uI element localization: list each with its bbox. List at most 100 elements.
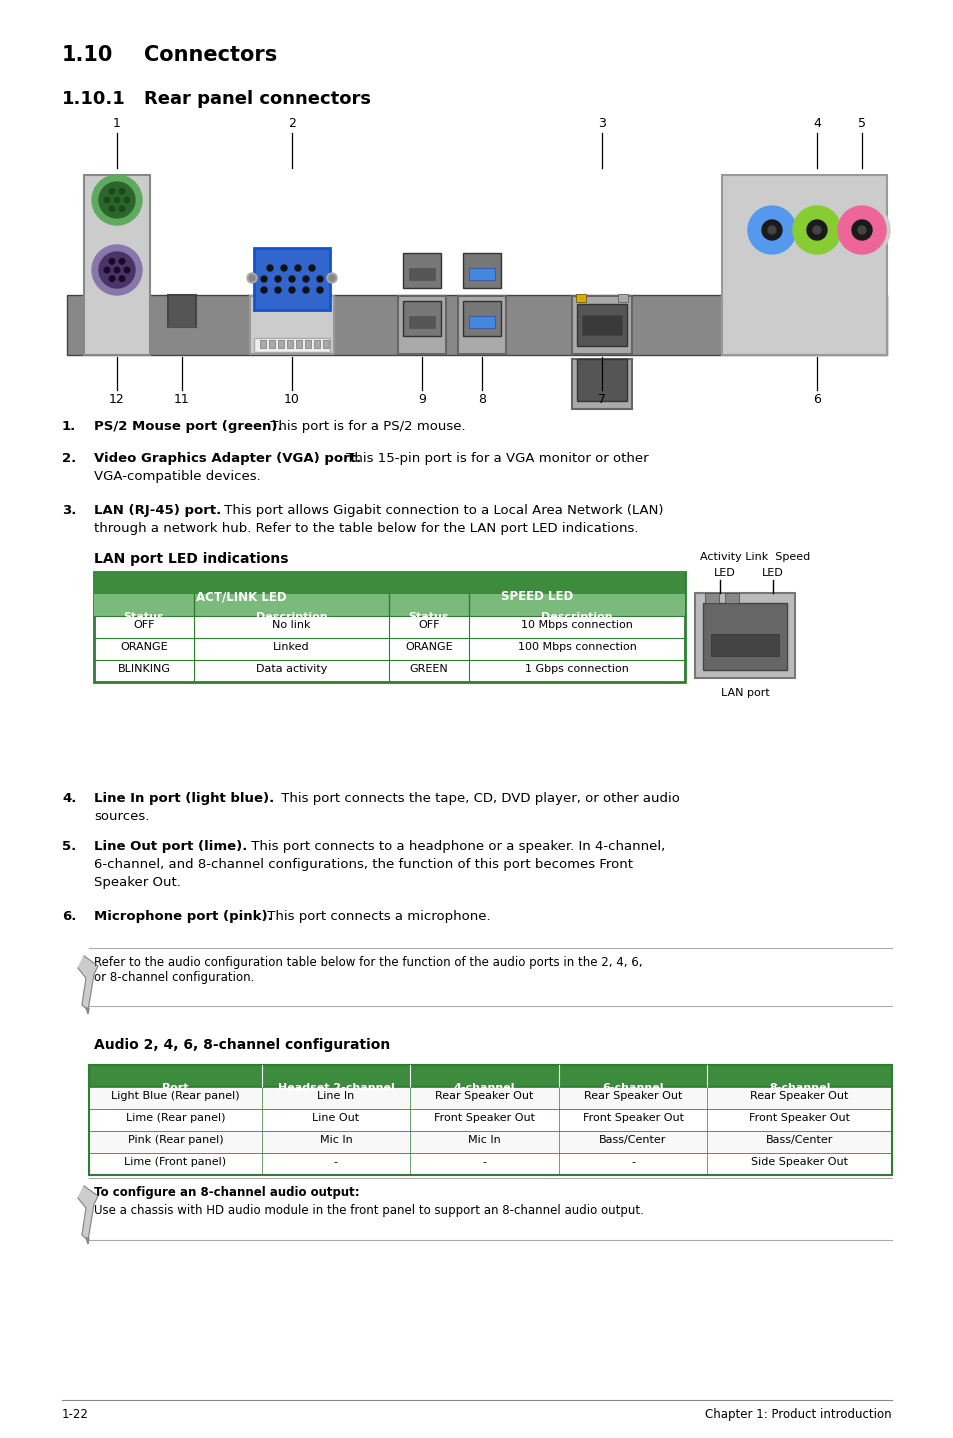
- Polygon shape: [78, 956, 98, 1009]
- Text: Linked: Linked: [273, 641, 310, 651]
- Bar: [710, 634, 779, 656]
- Circle shape: [109, 276, 114, 282]
- Text: 10: 10: [284, 393, 299, 406]
- Text: Mic In: Mic In: [319, 1135, 352, 1145]
- Text: 2.: 2.: [62, 452, 76, 464]
- Bar: [724, 592, 739, 603]
- Text: Mic In: Mic In: [468, 1135, 500, 1145]
- Text: OFF: OFF: [417, 620, 439, 630]
- Bar: [704, 592, 719, 603]
- Text: 6.: 6.: [62, 910, 76, 923]
- Bar: [89, 1066, 891, 1175]
- Bar: [576, 293, 585, 302]
- Text: Front Speaker Out: Front Speaker Out: [748, 1113, 849, 1123]
- Text: GREEN: GREEN: [409, 664, 448, 674]
- Bar: [618, 293, 627, 302]
- Bar: [250, 296, 334, 354]
- Bar: [89, 1109, 891, 1132]
- Text: Port: Port: [162, 1083, 189, 1093]
- Text: LAN port LED indications: LAN port LED indications: [94, 552, 288, 567]
- Text: Refer to the audio configuration table below for the function of the audio ports: Refer to the audio configuration table b…: [94, 956, 641, 984]
- Bar: [457, 296, 505, 354]
- Circle shape: [261, 288, 267, 293]
- Text: 4.: 4.: [62, 792, 76, 805]
- Text: 10 Mbps connection: 10 Mbps connection: [520, 620, 632, 630]
- Text: This port is for a PS/2 mouse.: This port is for a PS/2 mouse.: [266, 420, 465, 433]
- Bar: [253, 247, 330, 311]
- Text: 1-22: 1-22: [62, 1408, 89, 1421]
- Circle shape: [104, 267, 110, 273]
- Bar: [277, 339, 284, 348]
- Circle shape: [99, 183, 135, 219]
- Text: 12: 12: [109, 393, 125, 406]
- Bar: [260, 339, 266, 348]
- Bar: [67, 295, 886, 355]
- Text: LED: LED: [713, 568, 735, 578]
- Circle shape: [316, 288, 323, 293]
- Circle shape: [249, 275, 254, 280]
- Text: Line In: Line In: [317, 1091, 355, 1102]
- Polygon shape: [78, 1186, 98, 1240]
- Circle shape: [99, 252, 135, 288]
- Circle shape: [743, 201, 800, 257]
- Text: To configure an 8-channel audio output:: To configure an 8-channel audio output:: [94, 1186, 359, 1199]
- Circle shape: [289, 288, 294, 293]
- Text: LAN (RJ-45) port.: LAN (RJ-45) port.: [94, 503, 221, 518]
- Circle shape: [119, 188, 125, 194]
- Circle shape: [767, 226, 775, 234]
- Circle shape: [289, 276, 294, 282]
- Bar: [695, 592, 794, 677]
- Circle shape: [109, 259, 114, 265]
- Bar: [702, 603, 786, 670]
- Text: 2: 2: [288, 116, 295, 129]
- Bar: [168, 295, 195, 326]
- Text: OFF: OFF: [133, 620, 154, 630]
- Text: Data activity: Data activity: [255, 664, 327, 674]
- Text: sources.: sources.: [94, 810, 150, 823]
- Circle shape: [91, 244, 142, 295]
- Text: Front Speaker Out: Front Speaker Out: [582, 1113, 682, 1123]
- Bar: [84, 175, 150, 355]
- Text: Activity Link  Speed: Activity Link Speed: [700, 552, 809, 562]
- Text: Speaker Out.: Speaker Out.: [94, 876, 181, 889]
- Text: Pink (Rear panel): Pink (Rear panel): [128, 1135, 223, 1145]
- Text: Bass/Center: Bass/Center: [598, 1135, 666, 1145]
- Text: Rear panel connectors: Rear panel connectors: [144, 91, 371, 108]
- Text: ORANGE: ORANGE: [405, 641, 453, 651]
- Polygon shape: [168, 322, 195, 326]
- Bar: [581, 315, 621, 335]
- Bar: [409, 267, 435, 280]
- Text: Lime (Front panel): Lime (Front panel): [124, 1158, 226, 1168]
- Circle shape: [124, 197, 130, 203]
- Text: through a network hub. Refer to the table below for the LAN port LED indications: through a network hub. Refer to the tabl…: [94, 522, 638, 535]
- Circle shape: [274, 276, 281, 282]
- Text: Microphone port (pink).: Microphone port (pink).: [94, 910, 273, 923]
- Text: -: -: [630, 1158, 635, 1168]
- Text: 6-channel, and 8-channel configurations, the function of this port becomes Front: 6-channel, and 8-channel configurations,…: [94, 858, 633, 871]
- Bar: [462, 301, 500, 336]
- Text: Description: Description: [255, 613, 327, 623]
- Bar: [469, 316, 495, 328]
- Circle shape: [274, 288, 281, 293]
- Circle shape: [119, 259, 125, 265]
- Text: This port allows Gigabit connection to a Local Area Network (LAN): This port allows Gigabit connection to a…: [220, 503, 662, 518]
- Circle shape: [114, 197, 120, 203]
- Text: Status: Status: [124, 613, 164, 623]
- Text: Connectors: Connectors: [144, 45, 277, 65]
- Circle shape: [124, 267, 130, 273]
- Circle shape: [837, 206, 885, 255]
- Circle shape: [329, 275, 335, 280]
- Bar: [402, 253, 440, 288]
- Text: Headset 2-channel: Headset 2-channel: [277, 1083, 394, 1093]
- Text: This 15-pin port is for a VGA monitor or other: This 15-pin port is for a VGA monitor or…: [341, 452, 648, 464]
- Circle shape: [119, 276, 125, 282]
- Text: 3: 3: [598, 116, 605, 129]
- Text: Line Out: Line Out: [312, 1113, 359, 1123]
- Text: ACT/LINK LED: ACT/LINK LED: [196, 590, 287, 603]
- Bar: [94, 572, 684, 682]
- Circle shape: [294, 265, 301, 270]
- Circle shape: [851, 220, 871, 240]
- Circle shape: [792, 206, 841, 255]
- Text: 5: 5: [857, 116, 865, 129]
- Circle shape: [109, 188, 114, 194]
